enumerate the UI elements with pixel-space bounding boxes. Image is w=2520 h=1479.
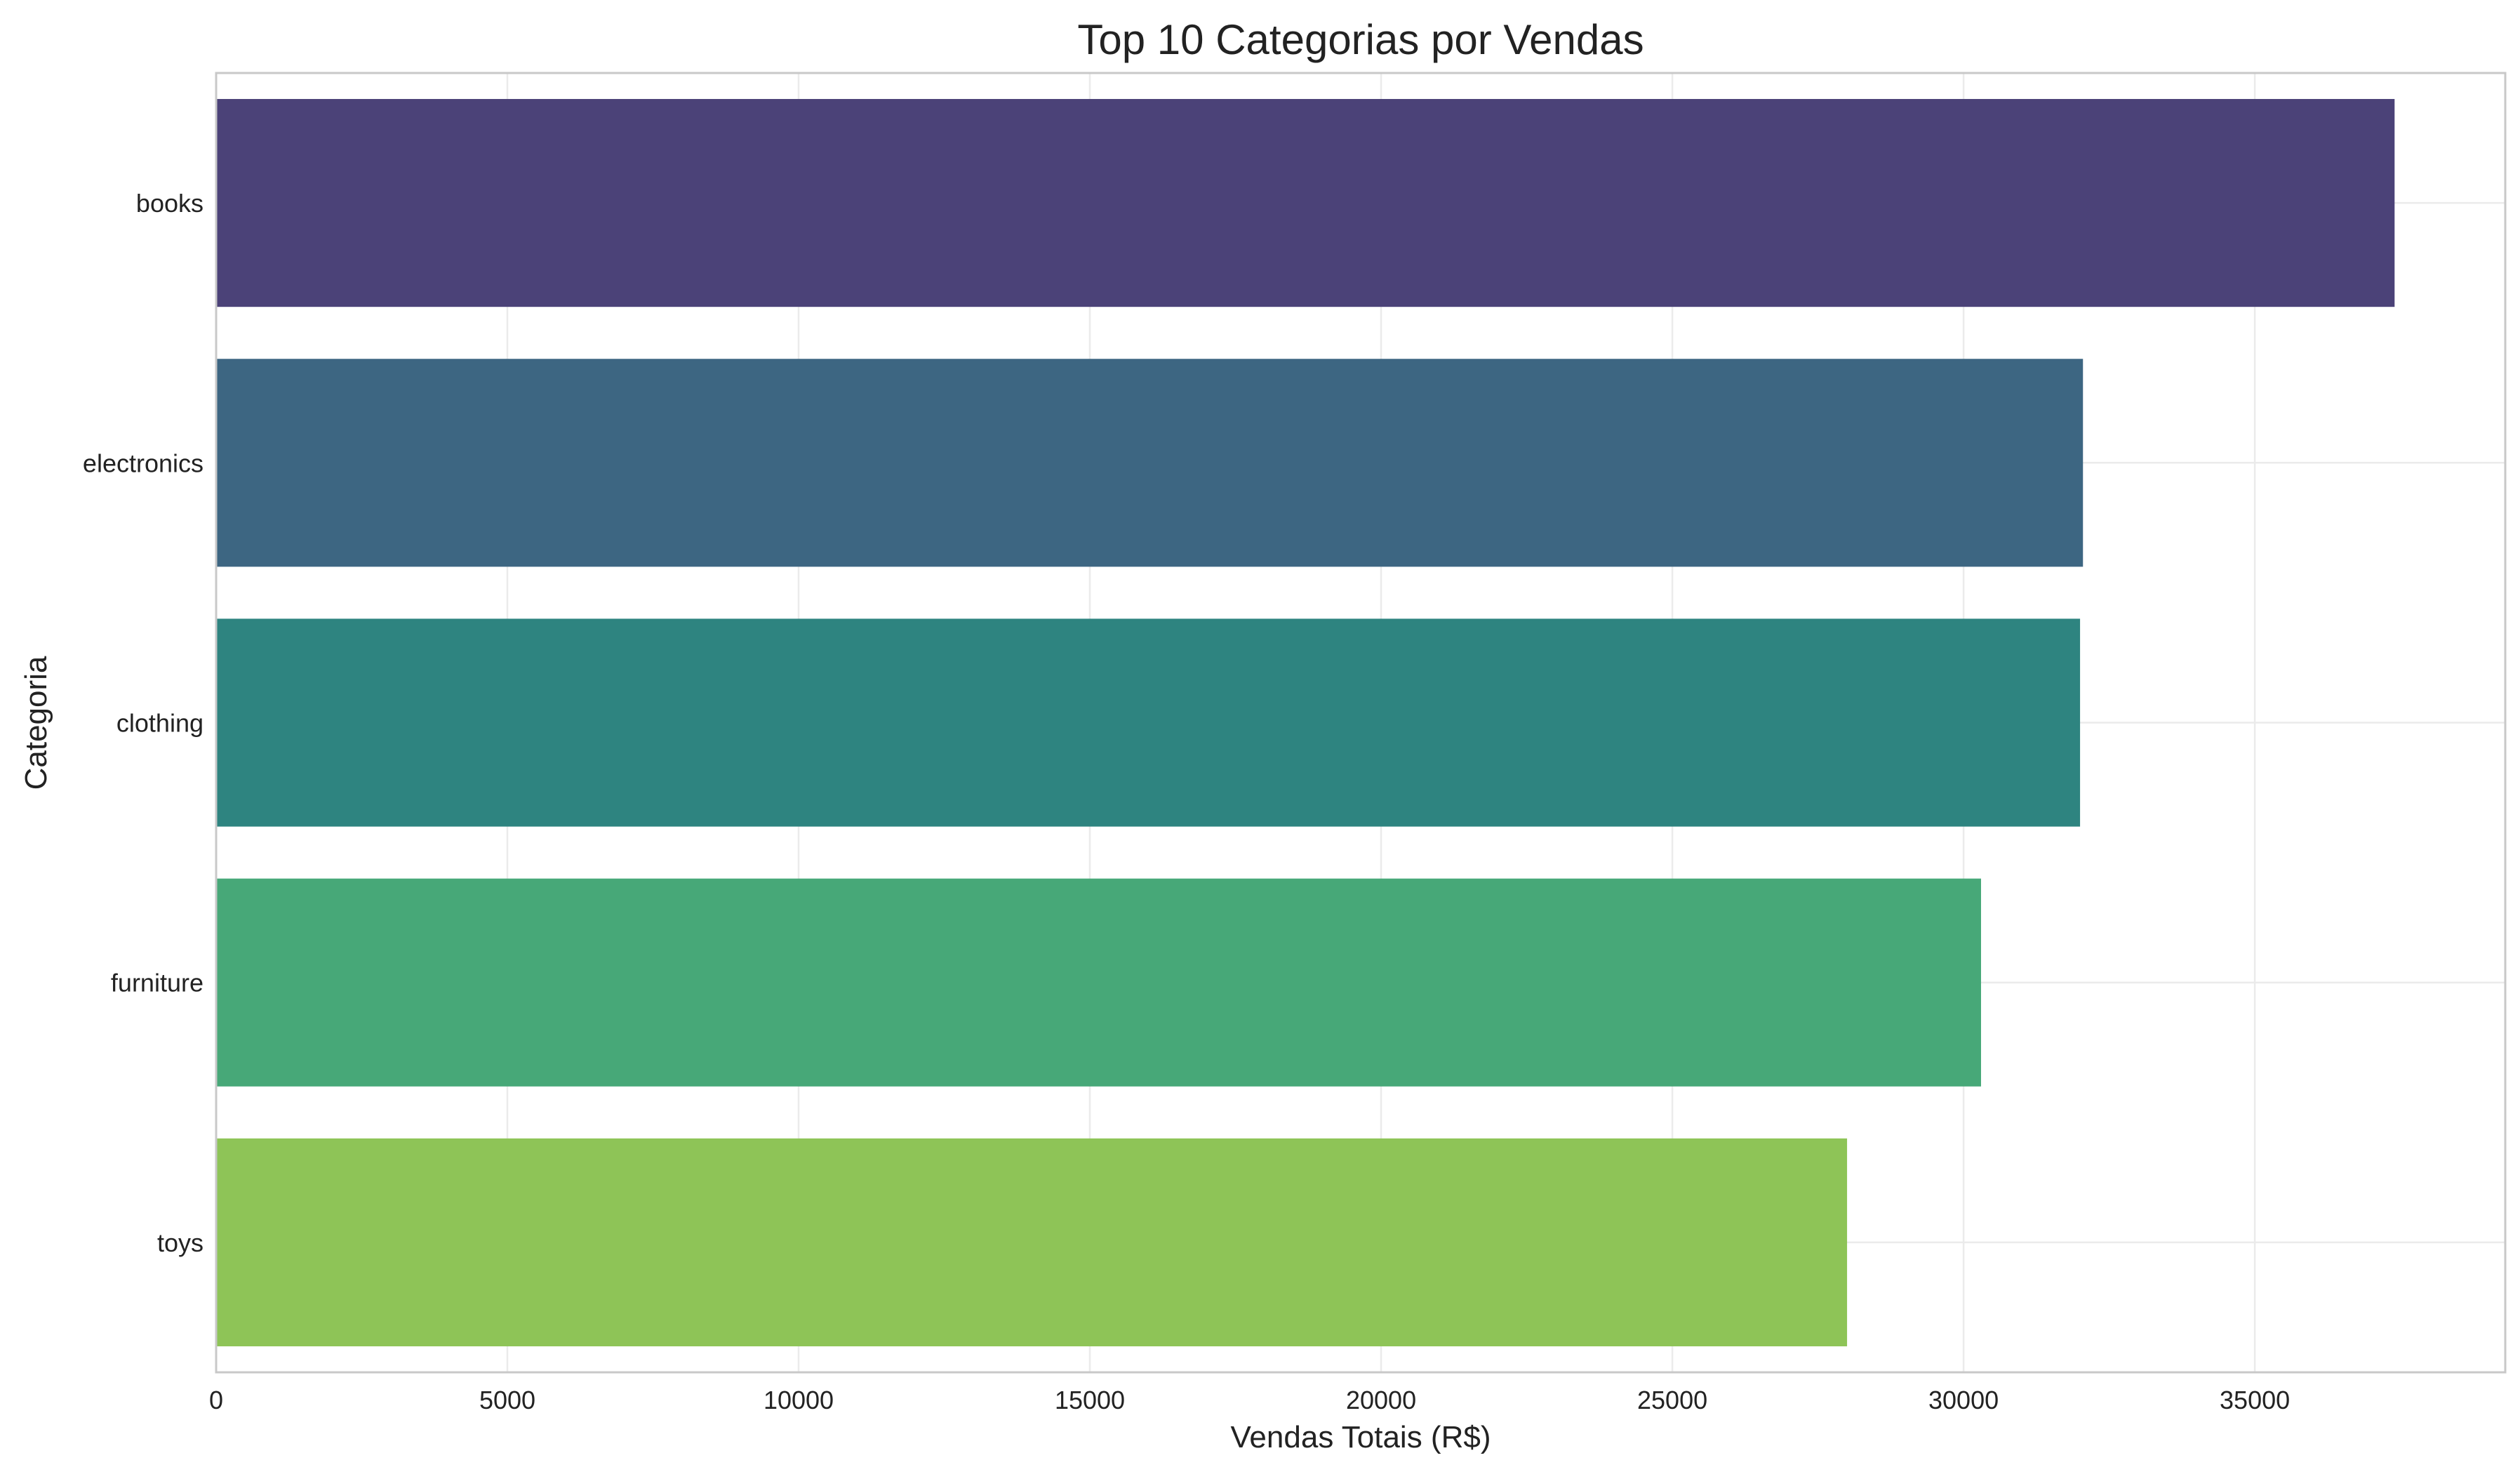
chart-title: Top 10 Categorias por Vendas [1077, 16, 1644, 63]
x-tick-label: 35000 [2220, 1386, 2290, 1414]
y-tick-label: toys [157, 1228, 204, 1257]
y-tick-labels: books electronics clothing furniture toys [83, 189, 204, 1257]
plot-frame [215, 72, 2507, 1374]
x-tick-label: 10000 [764, 1386, 834, 1414]
bar-clothing [216, 618, 2081, 827]
y-tick-label: furniture [111, 969, 204, 997]
x-tick-label: 30000 [1928, 1386, 1999, 1414]
y-axis-title: Categoria [19, 656, 53, 790]
y-tick-label: books [136, 189, 204, 218]
bars [216, 99, 2395, 1346]
bar-electronics [216, 359, 2084, 567]
bar-furniture [216, 878, 1981, 1087]
x-tick-label: 5000 [479, 1386, 535, 1414]
x-tick-labels: 0 5000 10000 15000 20000 25000 30000 35000 [209, 1386, 2290, 1414]
y-tick-label: clothing [116, 709, 204, 738]
x-tick-label: 15000 [1055, 1386, 1125, 1414]
x-axis-title: Vendas Totais (R$) [1231, 1420, 1491, 1454]
x-tick-label: 25000 [1637, 1386, 1707, 1414]
x-tick-label: 20000 [1346, 1386, 1416, 1414]
x-tick-label: 0 [209, 1386, 223, 1414]
y-tick-label: electronics [83, 449, 204, 477]
bar-books [216, 99, 2395, 307]
bar-toys [216, 1138, 1848, 1346]
